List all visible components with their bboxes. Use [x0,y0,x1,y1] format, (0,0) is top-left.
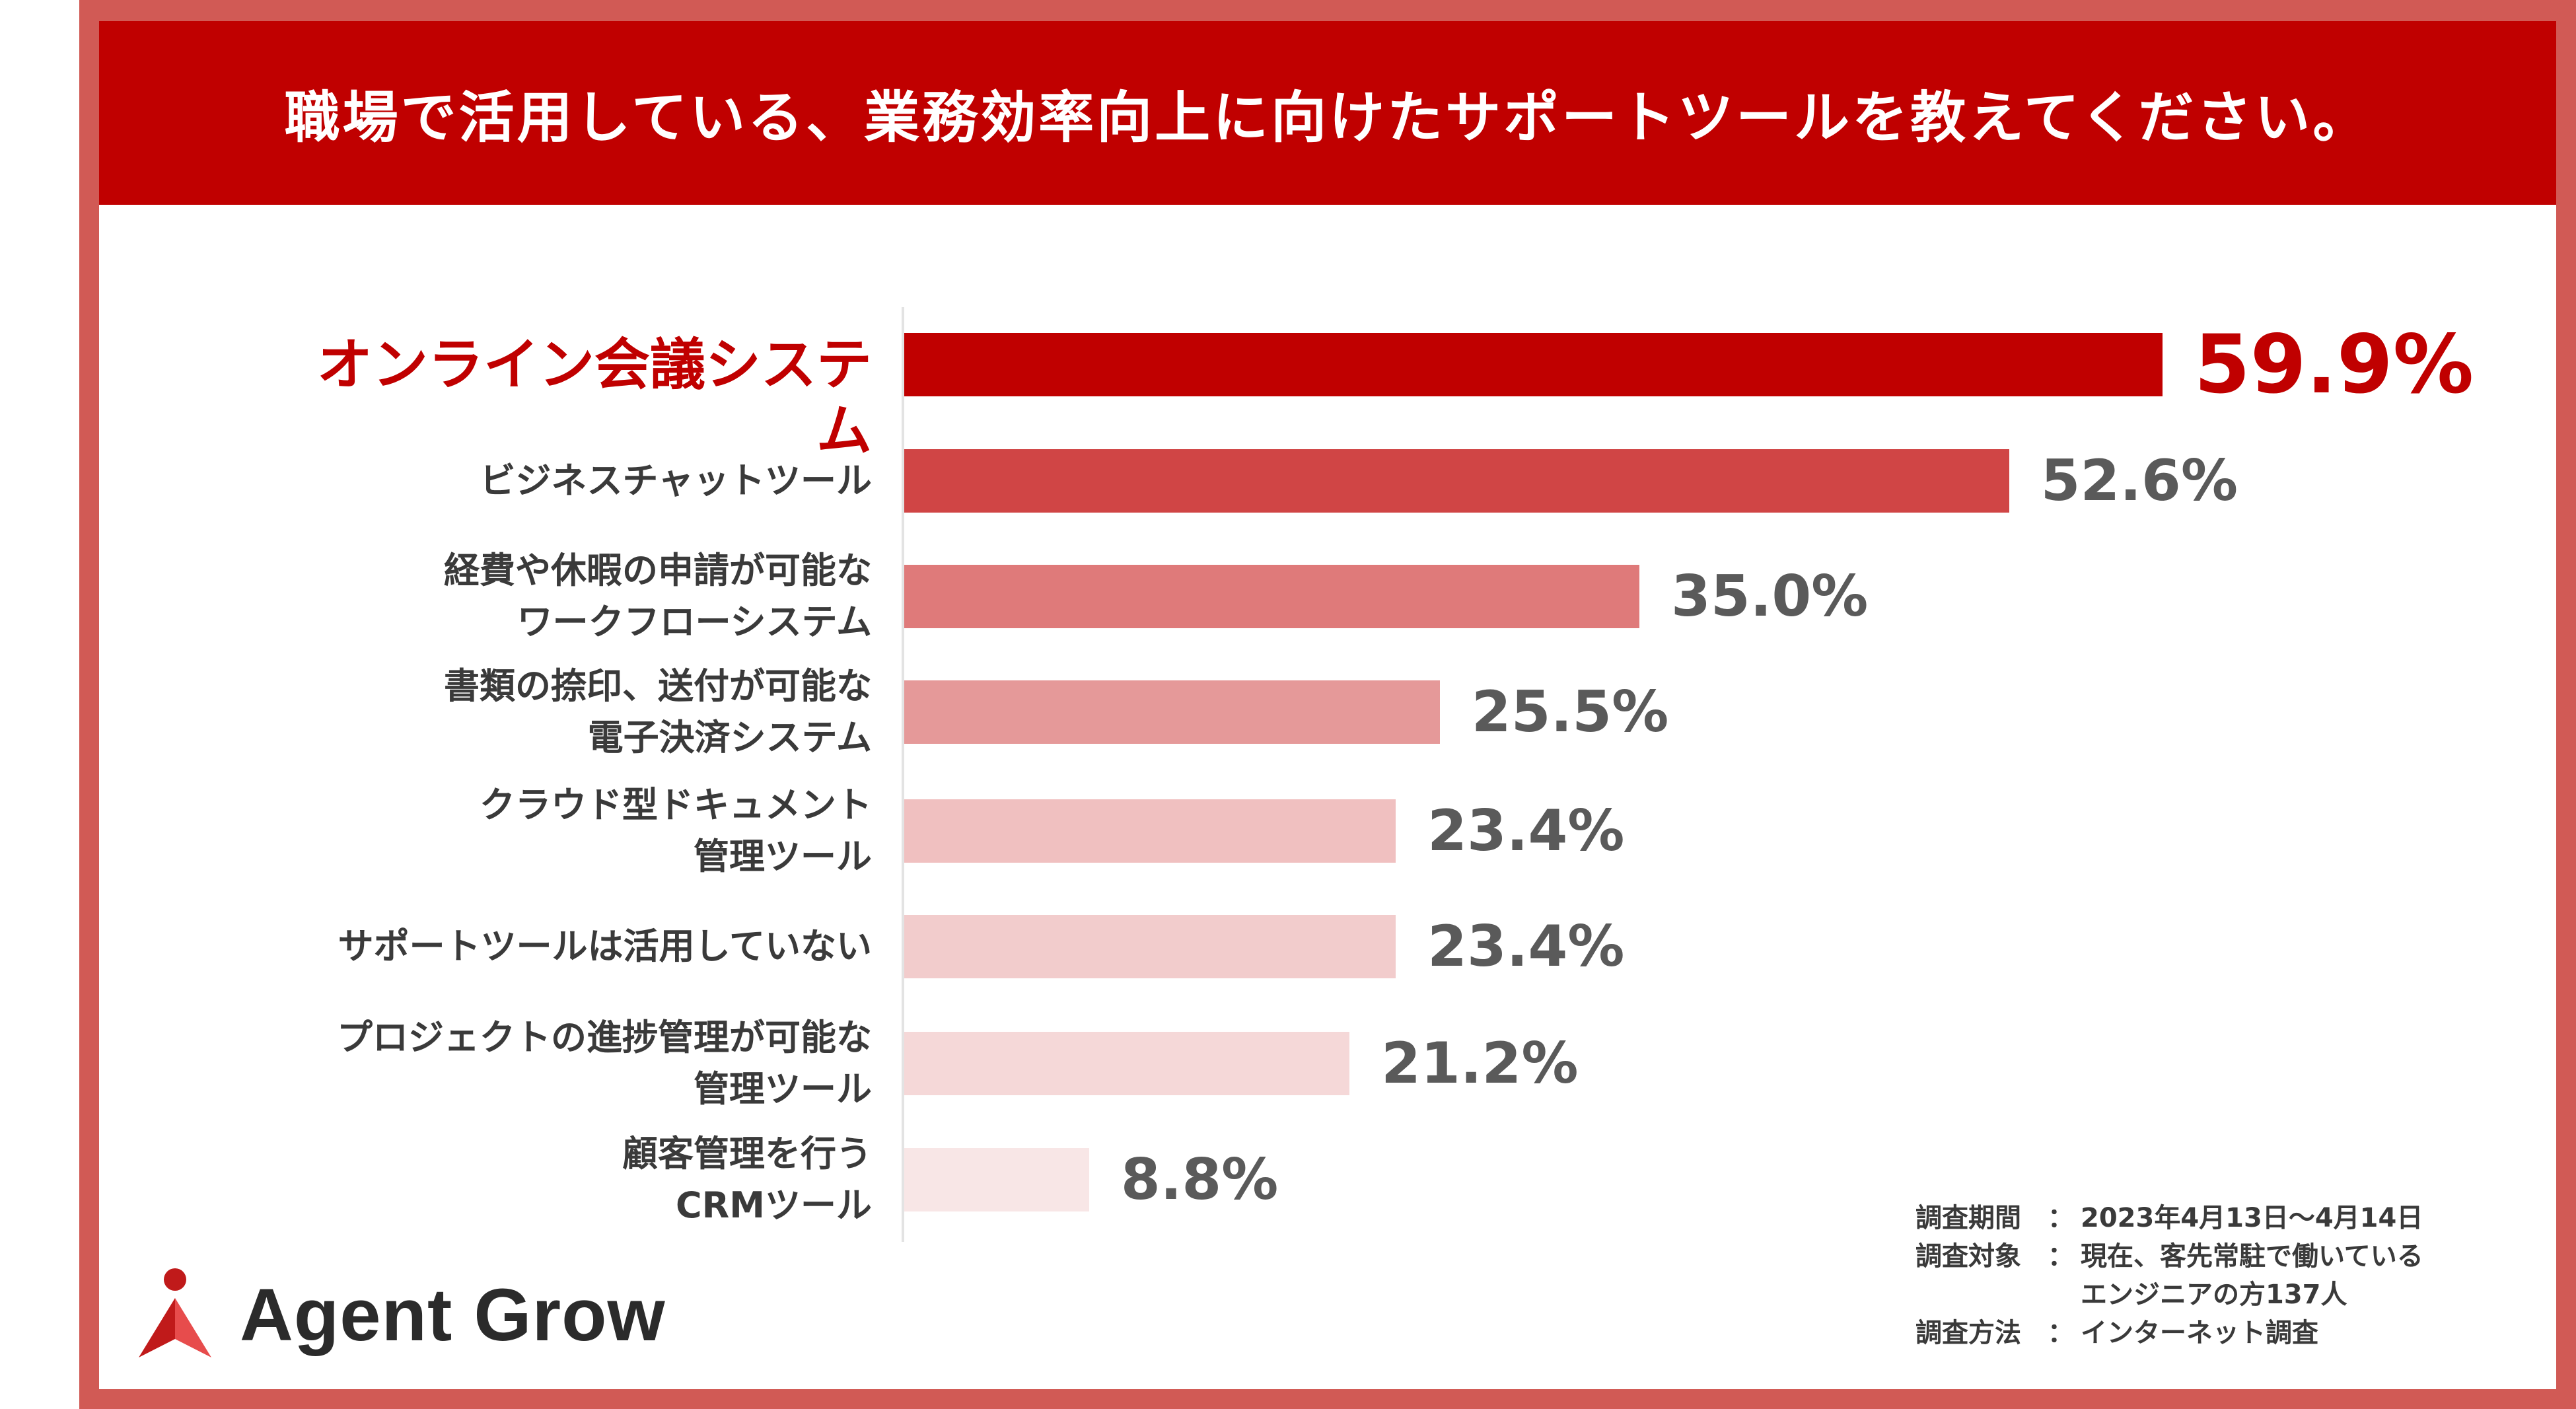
category-label-8: 顧客管理を行う CRMツール [622,1133,872,1226]
survey-row-target: 調査対象 ： 現在、客先常駐で働いている エンジニアの方137人 [1915,1237,2423,1314]
bar-1 [904,333,2163,396]
value-label-2: 52.6% [2040,448,2238,514]
survey-target-key: 調査対象 [1915,1241,2021,1272]
value-label-3: 35.0% [1671,563,1869,630]
survey-target-value: 現在、客先常駐で働いている エンジニアの方137人 [2081,1241,2423,1310]
bar-7 [904,1032,1350,1095]
value-label-7: 21.2% [1381,1030,1579,1097]
value-label-6: 23.4% [1427,914,1625,980]
survey-row-period: 調査期間 ： 2023年4月13日～4月14日 [1915,1199,2423,1237]
survey-row-method: 調査方法 ： インターネット調査 [1915,1314,2423,1352]
page-title: 職場で活用している、業務効率向上に向けたサポートツールを教えてください。 [284,85,2371,150]
survey-info: 調査期間 ： 2023年4月13日～4月14日 調査対象 ： 現在、客先常駐で働… [1915,1199,2423,1352]
bar-6 [904,915,1396,978]
category-label-5: クラウド型ドキュメント 管理ツール [480,784,872,877]
survey-method-value: インターネット調査 [2081,1318,2318,1348]
category-axis-line [902,307,904,1242]
survey-period-value: 2023年4月13日～4月14日 [2081,1203,2423,1233]
bar-2 [904,449,2009,513]
survey-target-sep: ： [2048,1241,2074,1272]
value-label-8: 8.8% [1120,1147,1279,1213]
survey-period-key: 調査期間 [1915,1203,2021,1233]
bar-8 [904,1148,1089,1211]
agent-grow-logo-icon [139,1268,211,1357]
survey-period-sep: ： [2048,1203,2074,1233]
bar-5 [904,799,1396,863]
bar-4 [904,680,1440,744]
category-label-2: ビジネスチャットツール [480,460,872,501]
value-label-4: 25.5% [1471,679,1669,745]
bar-3 [904,565,1639,628]
page-frame [79,0,2576,1409]
value-label-1: 59.9% [2194,318,2474,412]
category-label-1: オンライン会議システム [316,332,872,463]
category-label-7: プロジェクトの進捗管理が可能な 管理ツール [337,1017,872,1110]
brand-logo: Agent Grow [135,1265,666,1364]
brand-name: Agent Grow [240,1273,666,1356]
survey-method-key: 調査方法 [1915,1318,2021,1348]
survey-method-sep: ： [2048,1318,2074,1348]
category-label-6: サポートツールは活用していない [338,925,872,967]
title-banner: 職場で活用している、業務効率向上に向けたサポートツールを教えてください。 [99,21,2556,205]
category-label-3: 経費や休暇の申請が可能な ワークフローシステム [444,550,872,643]
value-label-5: 23.4% [1427,798,1625,864]
category-label-4: 書類の捺印、送付が可能な 電子決済システム [444,665,872,758]
